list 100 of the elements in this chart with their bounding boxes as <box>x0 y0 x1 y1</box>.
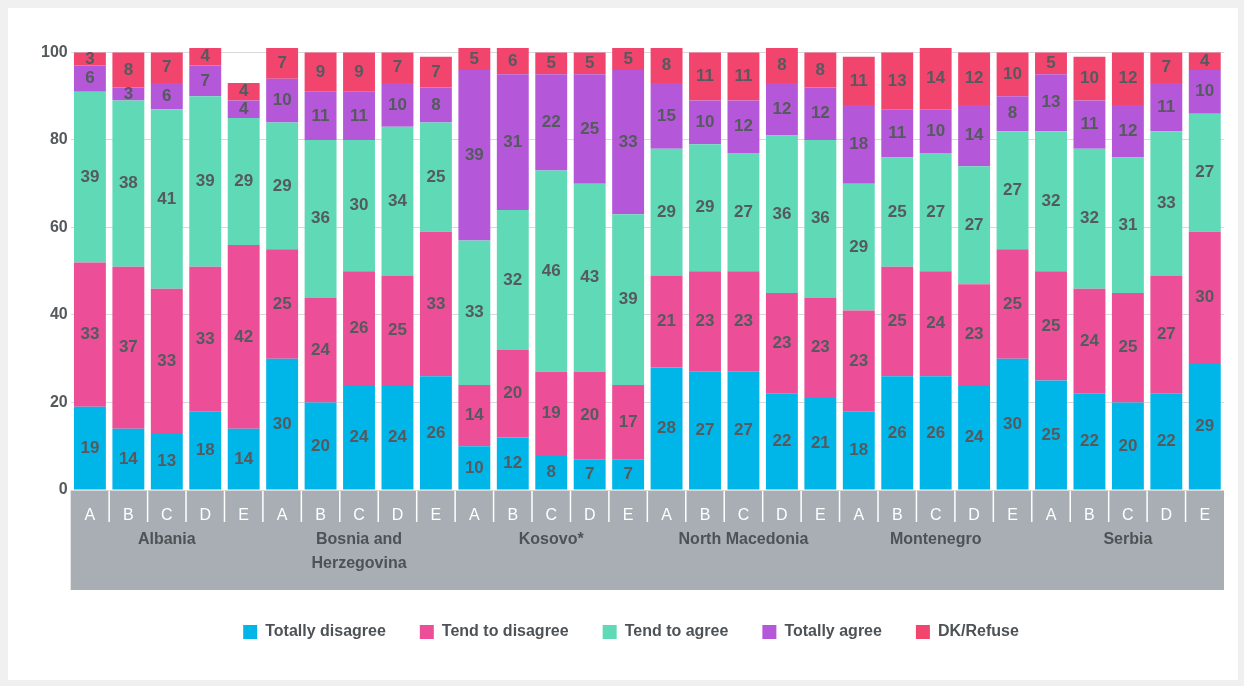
bar <box>73 406 106 490</box>
data-label: 3 <box>123 83 134 103</box>
data-label: 11 <box>888 123 907 143</box>
x-tick-label: B <box>891 506 903 524</box>
bar <box>881 52 914 110</box>
data-label: 10 <box>926 120 946 140</box>
data-label: 5 <box>546 53 556 72</box>
data-label: 30 <box>1195 287 1215 307</box>
x-tick-label: E <box>622 506 634 524</box>
data-label: 25 <box>1041 424 1061 444</box>
data-label: 20 <box>311 435 331 455</box>
data-label: 27 <box>1156 324 1176 344</box>
bar <box>996 131 1029 250</box>
text: North Macedonia <box>678 530 809 548</box>
bar <box>612 69 645 215</box>
data-label: 11 <box>350 105 369 125</box>
data-label: 24 <box>349 426 370 446</box>
bar <box>496 349 529 438</box>
data-label: 5 <box>469 48 480 68</box>
bar <box>73 91 106 263</box>
text: Bosnia and Herzegovina <box>311 530 407 572</box>
data-label: 23 <box>810 337 830 357</box>
bar <box>919 376 952 490</box>
bar <box>958 104 991 167</box>
bar <box>73 262 106 407</box>
data-label: 14 <box>118 448 139 468</box>
bar <box>419 122 452 232</box>
data-label: 42 <box>234 326 254 346</box>
data-label: 31 <box>503 131 523 151</box>
data-label: 33 <box>464 302 484 322</box>
bar <box>1111 52 1144 105</box>
data-label: 10 <box>464 457 484 477</box>
data-label: 13 <box>1041 92 1061 112</box>
bar <box>1188 231 1221 364</box>
bar <box>842 104 875 184</box>
x-tick-label: A <box>469 506 481 524</box>
legend-label: Totally agree <box>784 622 882 640</box>
bar <box>765 293 798 394</box>
bar <box>189 65 222 97</box>
data-label: 7 <box>277 53 287 72</box>
bar <box>1150 393 1183 490</box>
bar <box>881 157 914 267</box>
legend-label: Tend to agree <box>624 622 729 640</box>
x-tick-label: E <box>238 506 250 524</box>
data-label: 27 <box>734 201 753 221</box>
x-tick-label: D <box>776 506 788 524</box>
x-tick-label: D <box>583 506 596 524</box>
bar <box>1150 83 1183 132</box>
y-tick-label: 40 <box>49 305 68 323</box>
bar <box>958 284 991 385</box>
x-tick-label: E <box>1199 506 1211 524</box>
data-label: 22 <box>541 112 561 132</box>
bar <box>1035 271 1067 381</box>
data-label: 8 <box>661 55 672 75</box>
data-label: 11 <box>849 70 868 90</box>
bar <box>996 96 1029 132</box>
bar <box>1111 293 1144 403</box>
legend-label: Totally disagree <box>265 622 386 640</box>
x-tick-label: D <box>391 506 404 524</box>
x-tick-label: B <box>123 506 134 524</box>
bar <box>266 122 299 250</box>
bar <box>419 56 452 88</box>
bar <box>419 87 452 123</box>
bar <box>419 376 452 490</box>
bar <box>1073 56 1106 101</box>
bar <box>227 118 260 245</box>
x-tick-label: E <box>1007 506 1018 524</box>
data-label: 20 <box>503 383 523 403</box>
bar <box>343 91 375 140</box>
data-label: 33 <box>195 328 215 348</box>
data-label: 12 <box>1118 120 1138 140</box>
data-label: 25 <box>580 118 600 138</box>
data-label: 8 <box>431 94 441 114</box>
bar <box>535 454 568 490</box>
data-label: 12 <box>772 98 792 118</box>
data-label: 29 <box>272 175 292 195</box>
bar <box>1035 380 1067 490</box>
bar <box>996 52 1029 97</box>
data-label: 6 <box>508 50 518 70</box>
bar <box>919 109 952 154</box>
bar <box>1150 131 1183 276</box>
data-label: 25 <box>1003 293 1023 313</box>
bar <box>1188 69 1221 114</box>
y-tick-label: 0 <box>58 480 68 498</box>
bar <box>535 170 568 372</box>
data-label: 33 <box>157 350 177 370</box>
bar <box>765 48 798 84</box>
bar <box>842 310 875 412</box>
bar <box>842 183 875 311</box>
x-tick-label: B <box>315 506 326 524</box>
data-label: 11 <box>734 66 753 86</box>
data-label: 23 <box>772 333 792 353</box>
text: Albania <box>137 530 196 548</box>
data-label: 25 <box>887 201 907 221</box>
x-tick-label: A <box>853 506 865 524</box>
data-label: 24 <box>388 426 408 446</box>
bar <box>1188 52 1221 70</box>
bar <box>804 398 837 490</box>
data-label: 10 <box>1195 81 1215 101</box>
data-label: 27 <box>695 420 715 440</box>
